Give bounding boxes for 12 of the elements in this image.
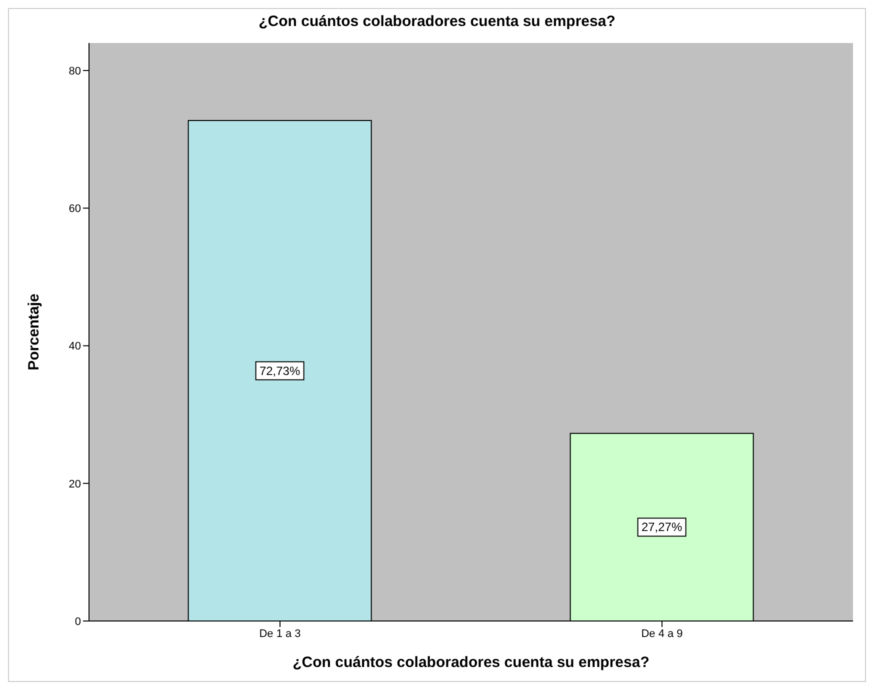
chart-title: ¿Con cuántos colaboradores cuenta su empresa? [258, 12, 616, 32]
y-tick-label: 0 [74, 616, 81, 628]
y-tick-label: 60 [68, 203, 81, 216]
data-label: 27,27% [641, 520, 682, 534]
data-label: 72,73% [259, 364, 300, 378]
y-tick-label: 40 [68, 340, 81, 353]
y-tick-label: 80 [68, 65, 81, 78]
x-tick-label: De 4 a 9 [641, 628, 683, 640]
y-axis-title: Porcentaje [25, 294, 42, 370]
x-axis-title: ¿Con cuántos colaboradores cuenta su empresa? [292, 654, 650, 671]
x-tick-label: De 1 a 3 [259, 628, 301, 640]
y-tick-label: 20 [68, 478, 81, 490]
